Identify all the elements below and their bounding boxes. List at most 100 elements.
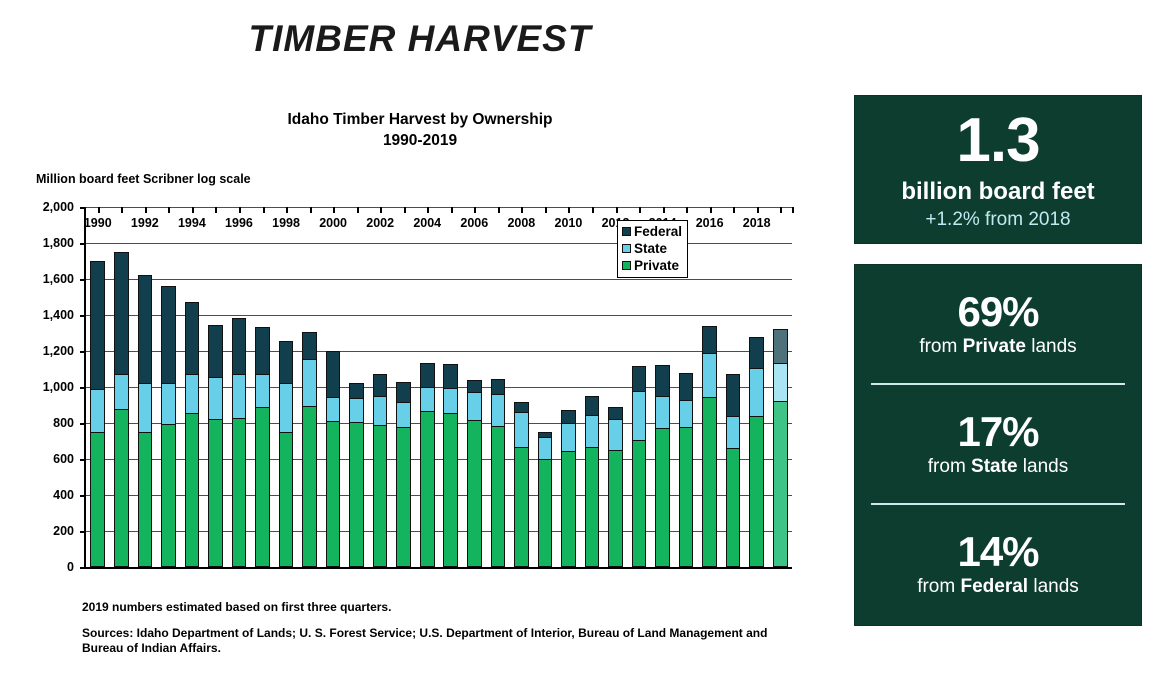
bar-segment-state — [302, 359, 317, 406]
stacked-bar[interactable] — [278, 341, 294, 567]
bar-slot — [392, 207, 416, 567]
stacked-bar[interactable] — [443, 363, 459, 567]
x-tick-label: 1990 — [83, 216, 112, 230]
stacked-bar[interactable] — [514, 402, 529, 567]
stacked-bar[interactable] — [184, 302, 200, 567]
bar-segment-private — [302, 405, 317, 567]
x-tick-mark — [97, 207, 100, 213]
legend-item-state[interactable]: State — [622, 240, 682, 257]
page-title: TIMBER HARVEST — [248, 18, 592, 59]
gridline — [86, 279, 792, 280]
legend-item-private[interactable]: Private — [622, 257, 682, 274]
bar-segment-state — [372, 396, 388, 425]
bar-segment-private — [396, 426, 411, 567]
legend-swatch-icon — [622, 244, 631, 253]
x-tick-mark — [309, 207, 312, 213]
stacked-bar[interactable] — [161, 286, 176, 567]
x-tick-mark — [662, 207, 665, 213]
bar-segment-state — [396, 402, 411, 427]
bar-slot — [745, 207, 769, 567]
x-tick-label: 2016 — [695, 216, 724, 230]
x-tick-mark — [168, 207, 171, 213]
bar-segment-federal — [514, 402, 529, 413]
y-tick-mark — [80, 315, 86, 317]
bar-segment-private — [419, 411, 435, 567]
x-tick-label: 2018 — [742, 216, 771, 230]
bar-slot — [768, 207, 792, 567]
stacked-bar[interactable] — [467, 379, 482, 567]
bar-segment-federal — [396, 381, 411, 403]
stacked-bar[interactable] — [749, 336, 764, 567]
bar-segment-private — [443, 413, 459, 567]
stacked-bar[interactable] — [702, 325, 717, 567]
bar-segment-private — [702, 396, 717, 567]
bar-slot — [251, 207, 275, 567]
chart-legend: Federal State Private — [617, 220, 689, 278]
stacked-bar[interactable] — [137, 275, 153, 567]
stacked-bar[interactable] — [537, 432, 553, 567]
bar-slot — [157, 207, 181, 567]
x-tick-label: 1992 — [130, 216, 159, 230]
stacked-bar[interactable] — [302, 332, 317, 567]
bar-slot — [627, 207, 651, 567]
breakdown-percent: 14% — [957, 527, 1039, 575]
stacked-bar[interactable] — [561, 410, 576, 567]
bar-segment-state — [419, 387, 435, 412]
bar-slot — [415, 207, 439, 567]
bar-segment-private — [514, 447, 529, 567]
bar-slot — [180, 207, 204, 567]
y-tick-label: 600 — [53, 452, 74, 466]
bar-segment-state — [137, 383, 153, 432]
x-tick-mark — [780, 207, 783, 213]
gridline — [86, 495, 792, 496]
bar-segment-private — [655, 427, 670, 567]
stacked-bar[interactable] — [396, 381, 411, 567]
bar-segment-state — [537, 437, 553, 459]
bar-segment-private — [749, 415, 764, 567]
stacked-bar[interactable] — [114, 252, 129, 567]
bar-segment-federal — [114, 252, 129, 375]
x-tick-mark — [615, 207, 618, 213]
bar-segment-state — [231, 374, 247, 418]
y-tick-label: 2,000 — [42, 200, 74, 214]
bar-segment-federal — [208, 324, 223, 378]
bar-slot — [86, 207, 110, 567]
y-tick-mark — [80, 531, 86, 533]
stacked-bar[interactable] — [678, 372, 694, 567]
bar-segment-state — [184, 374, 200, 414]
x-tick-mark — [709, 207, 712, 213]
bar-segment-state — [490, 394, 506, 426]
stacked-bar[interactable] — [772, 329, 788, 567]
x-tick-mark — [356, 207, 359, 213]
bar-segment-federal — [161, 286, 176, 384]
stacked-bar[interactable] — [725, 374, 741, 567]
headline-unit: billion board feet — [901, 178, 1095, 205]
bar-segment-state — [349, 397, 364, 423]
stacked-bar[interactable] — [349, 383, 364, 567]
stacked-bar[interactable] — [372, 374, 388, 567]
gridline — [86, 459, 792, 460]
stacked-bar[interactable] — [208, 324, 223, 567]
bar-segment-private — [678, 426, 694, 567]
stacked-bar[interactable] — [231, 317, 247, 567]
stacked-bar[interactable] — [584, 396, 600, 567]
x-tick-mark — [427, 207, 430, 213]
breakdown-percent: 17% — [957, 407, 1039, 455]
stacked-bar[interactable] — [490, 378, 506, 567]
stacked-bar[interactable] — [255, 326, 270, 567]
x-tick-mark — [333, 207, 336, 213]
legend-label: State — [634, 241, 668, 256]
stacked-bar[interactable] — [325, 351, 341, 567]
x-tick-mark — [238, 207, 241, 213]
stacked-bar[interactable] — [608, 406, 623, 567]
legend-item-federal[interactable]: Federal — [622, 223, 682, 240]
bar-segment-state — [631, 390, 647, 441]
bar-segment-private — [372, 424, 388, 567]
bar-slot — [580, 207, 604, 567]
stacked-bar[interactable] — [655, 364, 670, 567]
y-tick-mark — [80, 387, 86, 389]
stacked-bar[interactable] — [631, 366, 647, 567]
stacked-bar[interactable] — [90, 261, 106, 567]
bar-segment-private — [631, 440, 647, 567]
stacked-bar[interactable] — [419, 362, 435, 567]
